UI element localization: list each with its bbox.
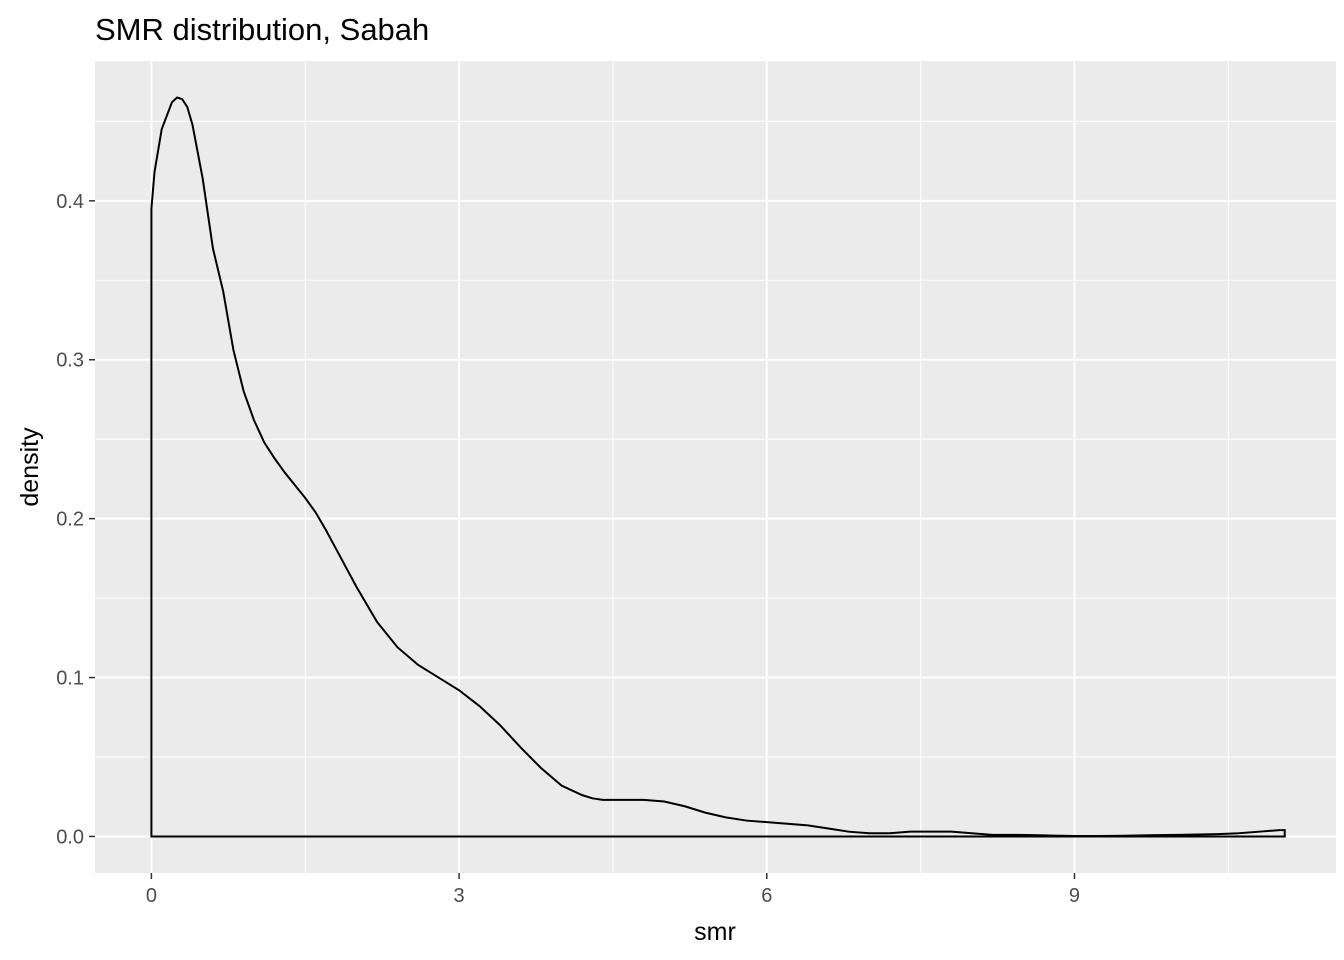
minor-gridlines: [95, 61, 1336, 873]
y-tick-label: 0.0: [56, 826, 84, 848]
y-axis: 0.0 0.1 0.2 0.3 0.4: [56, 191, 95, 848]
density-curve: [150, 96, 1286, 838]
y-tick-label: 0.2: [56, 509, 84, 531]
plot-panel: [95, 61, 1336, 873]
x-tick-label: 0: [146, 885, 157, 907]
chart-title: SMR distribution, Sabah: [95, 12, 429, 47]
y-tick-label: 0.1: [56, 668, 84, 690]
x-tick-label: 3: [454, 885, 465, 907]
y-axis-label: density: [16, 427, 44, 507]
y-tick-label: 0.4: [56, 191, 84, 213]
x-tick-label: 9: [1069, 885, 1080, 907]
x-axis: 0 3 6 9: [146, 873, 1080, 907]
x-tick-label: 6: [761, 885, 772, 907]
y-tick-label: 0.3: [56, 350, 84, 372]
x-axis-label: smr: [694, 918, 736, 946]
